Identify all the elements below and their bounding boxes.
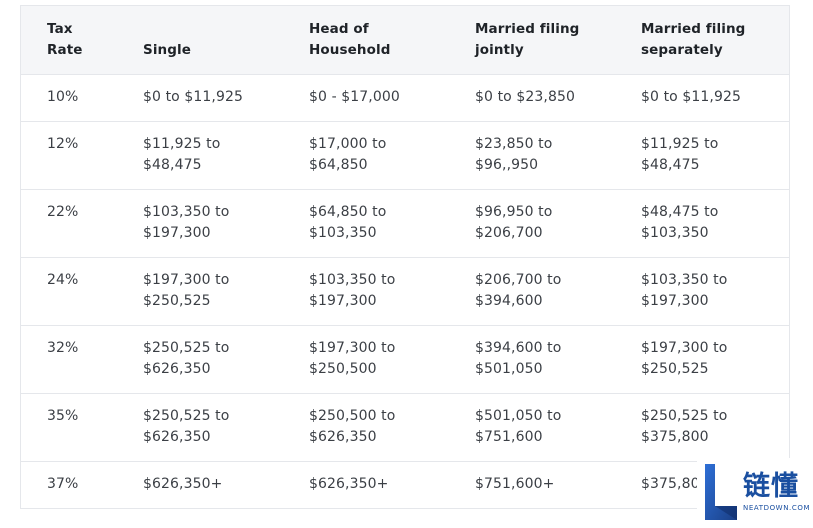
header-single: Single (143, 41, 192, 58)
cell-married-separately: $48,475 to $103,350 (641, 203, 719, 241)
cell-tax-rate: 12% (47, 135, 79, 152)
cell-single: $103,350 to $197,300 (143, 203, 230, 241)
cell-married-jointly: $501,050 to $751,600 (475, 407, 562, 445)
tax-bracket-table-container: Tax Rate Single Head of Household Marrie… (20, 5, 790, 509)
cell-tax-rate: 22% (47, 203, 79, 220)
table-row: 22% $103,350 to $197,300 $64,850 to $103… (21, 189, 789, 257)
cell-single: $0 to $11,925 (143, 88, 243, 105)
cell-head-of-household: $626,350+ (309, 475, 389, 492)
cell-married-jointly: $23,850 to $96,,950 (475, 135, 553, 173)
cell-married-jointly: $206,700 to $394,600 (475, 271, 562, 309)
cell-tax-rate: 10% (47, 88, 79, 105)
header-row: Tax Rate Single Head of Household Marrie… (21, 6, 789, 74)
table-header: Tax Rate Single Head of Household Marrie… (21, 6, 789, 74)
cell-head-of-household: $250,500 to $626,350 (309, 407, 396, 445)
cell-married-separately: $197,300 to $250,525 (641, 339, 728, 377)
cell-single: $250,525 to $626,350 (143, 407, 230, 445)
watermark-brand-en: NEATDOWN.COM (743, 504, 811, 512)
cell-head-of-household: $17,000 to $64,850 (309, 135, 387, 173)
watermark-logo: 链懂 NEATDOWN.COM (697, 458, 813, 528)
cell-single: $197,300 to $250,525 (143, 271, 230, 309)
cell-married-separately: $0 to $11,925 (641, 88, 741, 105)
cell-head-of-household: $197,300 to $250,500 (309, 339, 396, 377)
cell-married-separately: $11,925 to $48,475 (641, 135, 719, 173)
tax-bracket-table: Tax Rate Single Head of Household Marrie… (21, 6, 789, 508)
cell-married-jointly: $0 to $23,850 (475, 88, 575, 105)
cell-single: $626,350+ (143, 475, 223, 492)
table-row: 10% $0 to $11,925 $0 - $17,000 $0 to $23… (21, 74, 789, 121)
cell-tax-rate: 24% (47, 271, 79, 288)
cell-tax-rate: 37% (47, 475, 79, 492)
header-head-of-household: Head of Household (309, 20, 391, 58)
cell-head-of-household: $64,850 to $103,350 (309, 203, 387, 241)
header-married-jointly: Married filing jointly (475, 20, 580, 58)
cell-head-of-household: $103,350 to $197,300 (309, 271, 396, 309)
neatdown-logo-icon (705, 464, 737, 520)
header-tax-rate: Tax Rate (47, 20, 83, 58)
cell-single: $11,925 to $48,475 (143, 135, 221, 173)
cell-married-separately: $103,350 to $197,300 (641, 271, 728, 309)
table-row: 32% $250,525 to $626,350 $197,300 to $25… (21, 325, 789, 393)
cell-married-jointly: $96,950 to $206,700 (475, 203, 553, 241)
table-row: 24% $197,300 to $250,525 $103,350 to $19… (21, 257, 789, 325)
cell-married-separately: $250,525 to $375,800 (641, 407, 728, 445)
cell-married-jointly: $751,600+ (475, 475, 555, 492)
table-row: 35% $250,525 to $626,350 $250,500 to $62… (21, 393, 789, 461)
cell-tax-rate: 35% (47, 407, 79, 424)
watermark-brand-cn: 链懂 (743, 471, 799, 502)
cell-head-of-household: $0 - $17,000 (309, 88, 400, 105)
cell-tax-rate: 32% (47, 339, 79, 356)
cell-single: $250,525 to $626,350 (143, 339, 230, 377)
cell-married-jointly: $394,600 to $501,050 (475, 339, 562, 377)
table-row: 12% $11,925 to $48,475 $17,000 to $64,85… (21, 121, 789, 189)
table-row: 37% $626,350+ $626,350+ $751,600+ $375,8… (21, 461, 789, 508)
header-married-separately: Married filing separately (641, 20, 746, 58)
table-body: 10% $0 to $11,925 $0 - $17,000 $0 to $23… (21, 74, 789, 508)
